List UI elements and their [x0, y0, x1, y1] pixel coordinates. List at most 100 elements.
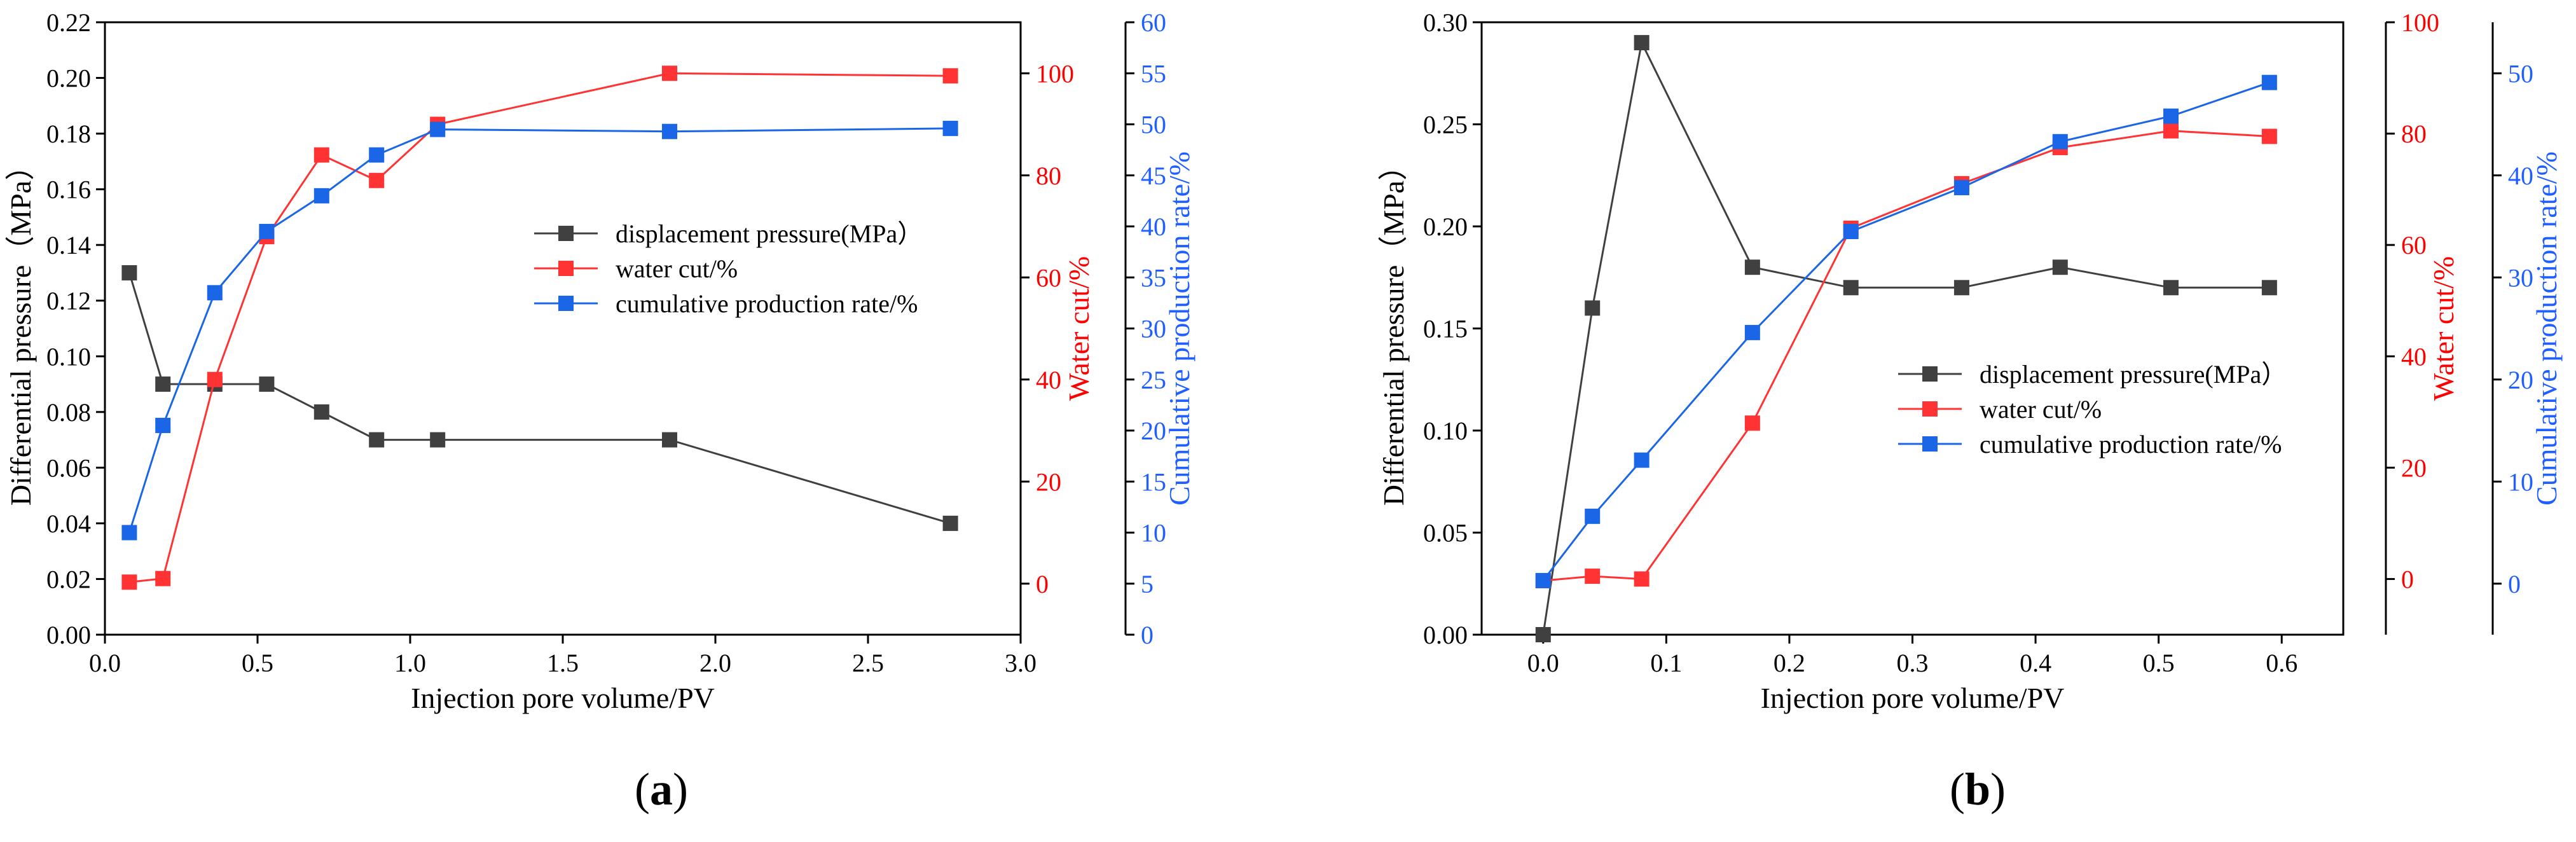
right1-y-tick-label: 0: [1036, 570, 1049, 598]
right2-y-tick-label: 50: [1141, 111, 1166, 139]
series-1-point: [2052, 259, 2068, 275]
right2-y-axis-label: Cumulative production rate/%: [2530, 151, 2563, 506]
right2-y-tick-label: 10: [1141, 519, 1166, 548]
left-y-tick-label: 0.10: [46, 342, 91, 371]
right1-y-tick-label: 60: [1036, 263, 1061, 292]
x-tick-label: 0.4: [2020, 649, 2051, 677]
right2-y-tick-label: 0: [1141, 621, 1154, 649]
left-y-tick-label: 0.08: [46, 398, 91, 427]
right1-y-tick-label: 80: [1036, 162, 1061, 190]
x-tick-label: 0.5: [242, 649, 273, 677]
right2-y-tick-label: 0: [2508, 570, 2521, 598]
series-1-point: [259, 376, 275, 392]
right2-y-tick-label: 20: [1141, 417, 1166, 445]
x-tick-label: 0.5: [2143, 649, 2175, 677]
series-3-point: [2163, 108, 2179, 124]
left-y-tick-label: 0.25: [1423, 111, 1468, 139]
right1-y-tick-label: 40: [1036, 366, 1061, 394]
series-3-point: [942, 120, 958, 136]
series-1-point: [430, 432, 446, 448]
left-y-tick-label: 0.18: [46, 120, 91, 148]
series-1-point: [369, 432, 385, 448]
right1-y-tick-label: 40: [2401, 342, 2427, 371]
right1-y-tick-label: 100: [1036, 59, 1074, 88]
series-1-point: [313, 404, 329, 420]
series-1-point: [662, 432, 677, 448]
legend-marker-1: [1922, 366, 1938, 382]
legend-marker-3: [1922, 436, 1938, 452]
series-2-point: [2163, 123, 2179, 139]
left-y-tick-label: 0.02: [46, 565, 91, 593]
series-3-point: [1744, 324, 1760, 340]
series-2-point: [1744, 415, 1760, 431]
series-2-point: [2261, 128, 2277, 144]
x-tick-label: 1.0: [394, 649, 426, 677]
x-axis-label: Injection pore volume/PV: [411, 682, 715, 714]
left-y-tick-label: 0.30: [1423, 8, 1468, 37]
right2-y-tick-label: 40: [2508, 162, 2533, 190]
legend-marker-1: [558, 226, 574, 241]
series-2-point: [121, 574, 137, 590]
series-3-point: [1634, 452, 1650, 468]
series-3-point: [121, 525, 137, 541]
series-1-point: [2163, 280, 2179, 296]
caption-a: (a): [635, 764, 688, 815]
series-3-point: [2052, 134, 2068, 149]
right1-y-axis-label: Water cut/%: [1063, 256, 1095, 401]
series-2-point: [313, 147, 329, 163]
right1-y-axis-label: Water cut/%: [2427, 256, 2460, 401]
caption-a-letter: a: [650, 764, 673, 815]
left-y-axis-label: Differential pressure（MPa）: [4, 151, 37, 506]
x-tick-label: 3.0: [1005, 649, 1037, 677]
right1-y-tick-label: 0: [2401, 565, 2414, 593]
series-2-point: [1585, 569, 1601, 584]
series-2-point: [662, 66, 677, 81]
series-3-point: [1953, 180, 1969, 196]
left-y-tick-label: 0.12: [46, 287, 91, 315]
x-tick-label: 1.5: [547, 649, 579, 677]
caption-b: (b): [1950, 764, 2006, 815]
legend-label-2: water cut/%: [1980, 395, 2102, 424]
left-y-tick-label: 0.05: [1423, 519, 1468, 548]
series-3-point: [155, 417, 171, 433]
right2-y-tick-label: 30: [2508, 263, 2533, 292]
series-3-point: [662, 123, 677, 139]
series-3-point: [1535, 572, 1551, 588]
series-1-point: [121, 265, 137, 280]
caption-b-letter: b: [1965, 764, 1990, 815]
right2-y-axis-label: Cumulative production rate/%: [1163, 151, 1195, 506]
left-y-tick-label: 0.20: [1423, 212, 1468, 241]
right2-y-tick-label: 50: [2508, 59, 2533, 88]
left-y-tick-label: 0.10: [1423, 417, 1468, 445]
right2-y-tick-label: 45: [1141, 162, 1166, 190]
right2-y-tick-label: 10: [2508, 467, 2533, 496]
x-tick-label: 0.6: [2266, 649, 2297, 677]
series-1-point: [155, 376, 171, 392]
series-3-point: [1843, 224, 1859, 240]
series-1-point: [942, 515, 958, 531]
x-tick-label: 0.2: [1774, 649, 1805, 677]
left-y-tick-label: 0.14: [46, 231, 91, 259]
series-1-point: [2261, 280, 2277, 296]
series-3-point: [430, 121, 446, 137]
legend-label-3: cumulative production rate/%: [616, 289, 918, 318]
right2-y-tick-label: 20: [2508, 366, 2533, 394]
right2-y-tick-label: 40: [1141, 212, 1166, 241]
left-y-tick-label: 0.16: [46, 176, 91, 204]
left-y-tick-label: 0.06: [46, 453, 91, 482]
chart-a: 0.0 0.5 1.0 1.5 2.0 2.5 3.0 Injection pore volu…: [4, 8, 1195, 714]
series-1-point: [1953, 280, 1969, 296]
left-y-tick-label: 0.15: [1423, 315, 1468, 343]
series-2-point: [1634, 571, 1650, 587]
legend-label-2: water cut/%: [616, 254, 738, 283]
x-tick-label: 0.0: [89, 649, 121, 677]
right2-y-tick-label: 35: [1141, 263, 1166, 292]
right1-y-tick-label: 100: [2401, 8, 2439, 37]
right2-y-tick-label: 30: [1141, 315, 1166, 343]
series-1-point: [1634, 35, 1650, 51]
series-1-point: [1585, 300, 1601, 316]
series-2-point: [207, 371, 223, 387]
legend-marker-2: [558, 261, 574, 276]
